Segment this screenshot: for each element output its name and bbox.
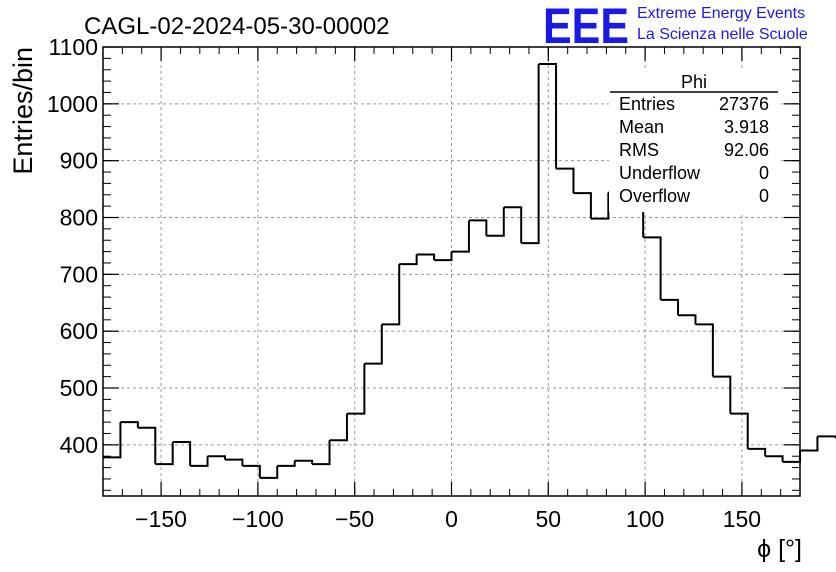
histogram-bin bbox=[730, 412, 749, 449]
stats-box: Phi Entries 27376 Mean 3.918 RMS 92.06 Underfl… bbox=[609, 70, 779, 212]
y-tick-label: 500 bbox=[60, 375, 98, 401]
histogram-bin bbox=[120, 421, 139, 428]
stats-label: Mean bbox=[619, 117, 664, 137]
x-tick-label: −50 bbox=[335, 506, 374, 532]
stats-value: 92.06 bbox=[724, 140, 769, 160]
histogram-bin bbox=[190, 456, 209, 467]
x-tick-label: 100 bbox=[626, 506, 664, 532]
histogram-bin bbox=[224, 458, 244, 466]
histogram-bin bbox=[590, 192, 610, 220]
y-tick-labels: 400 500 600 700 800 900 1000 1100 bbox=[47, 34, 98, 458]
histogram-bin bbox=[678, 314, 697, 325]
y-tick-label: 700 bbox=[60, 261, 98, 287]
logo-letters: EEE bbox=[543, 0, 629, 54]
stats-label: Entries bbox=[619, 94, 675, 114]
histogram-bin bbox=[521, 64, 540, 245]
x-tick-label: 50 bbox=[536, 506, 562, 532]
x-tick-label: 0 bbox=[445, 506, 458, 532]
histogram-bin bbox=[434, 251, 453, 262]
histogram-bin bbox=[712, 375, 732, 414]
histogram-bin bbox=[346, 363, 366, 415]
histogram-bin bbox=[103, 422, 122, 459]
y-tick-label: 900 bbox=[60, 148, 98, 174]
histogram-bin bbox=[277, 460, 296, 467]
histogram-bin bbox=[800, 436, 819, 452]
stats-label: RMS bbox=[619, 140, 659, 160]
histogram-bin bbox=[486, 207, 505, 237]
eee-logo: EEE Extreme Energy Events La Scienza nel… bbox=[543, 0, 808, 54]
x-tick-label: −150 bbox=[135, 506, 187, 532]
stats-value: 3.918 bbox=[724, 117, 769, 137]
x-tick-label: −100 bbox=[232, 506, 284, 532]
stats-value: 27376 bbox=[719, 94, 769, 114]
stats-box-title: Phi bbox=[681, 72, 707, 92]
logo-line-2: La Scienza nelle Scuole bbox=[637, 26, 808, 43]
histogram-bin bbox=[468, 219, 488, 236]
y-tick-label: 1100 bbox=[49, 34, 98, 60]
axis-ticks bbox=[102, 46, 801, 496]
x-tick-label: 150 bbox=[723, 506, 761, 532]
histogram-bin bbox=[137, 426, 157, 465]
stats-label: Underflow bbox=[619, 163, 701, 183]
x-axis-label: ϕ [°] bbox=[757, 535, 802, 563]
stats-value: 0 bbox=[759, 186, 769, 206]
histogram-bin bbox=[503, 206, 523, 244]
histogram-bin bbox=[294, 459, 314, 465]
y-tick-label: 800 bbox=[60, 205, 98, 231]
stats-label: Overflow bbox=[619, 186, 691, 206]
histogram-bin bbox=[172, 441, 192, 466]
y-tick-label: 600 bbox=[60, 318, 98, 344]
histogram-bin bbox=[399, 254, 418, 266]
y-axis-label: Entries/bin bbox=[8, 47, 38, 175]
histogram-bin bbox=[329, 413, 348, 442]
histogram-bin bbox=[451, 220, 470, 253]
histogram-bin bbox=[312, 440, 331, 466]
histogram-bin bbox=[416, 253, 436, 261]
histogram-bin bbox=[556, 167, 575, 194]
stats-box-background bbox=[609, 70, 779, 212]
y-tick-label: 1000 bbox=[47, 91, 98, 117]
plot-frame bbox=[102, 46, 801, 497]
histogram-bin bbox=[259, 465, 279, 479]
histogram-bin bbox=[660, 298, 680, 316]
histogram-bin bbox=[364, 324, 383, 365]
chart-title: CAGL-02-2024-05-30-00002 bbox=[84, 13, 390, 40]
histogram-bin bbox=[242, 464, 261, 478]
histogram-bin bbox=[155, 442, 174, 466]
histogram-bin bbox=[747, 447, 767, 457]
histogram-bin bbox=[538, 63, 558, 169]
histogram-bin bbox=[695, 323, 714, 377]
stats-value: 0 bbox=[759, 163, 769, 183]
histogram-bin bbox=[573, 192, 592, 219]
x-tick-labels: −150 −100 −50 0 50 100 150 bbox=[135, 506, 761, 532]
stats-rows: Entries 27376 Mean 3.918 RMS 92.06 Underflow 0 O… bbox=[619, 94, 769, 206]
histogram-bins bbox=[103, 63, 836, 479]
y-tick-label: 400 bbox=[60, 432, 98, 458]
histogram-bin bbox=[765, 455, 784, 462]
histogram-bin bbox=[817, 435, 836, 438]
histogram-bin bbox=[207, 455, 226, 460]
histogram-bin bbox=[643, 236, 662, 300]
histogram-bin bbox=[381, 264, 401, 326]
logo-line-1: Extreme Energy Events bbox=[637, 5, 805, 22]
